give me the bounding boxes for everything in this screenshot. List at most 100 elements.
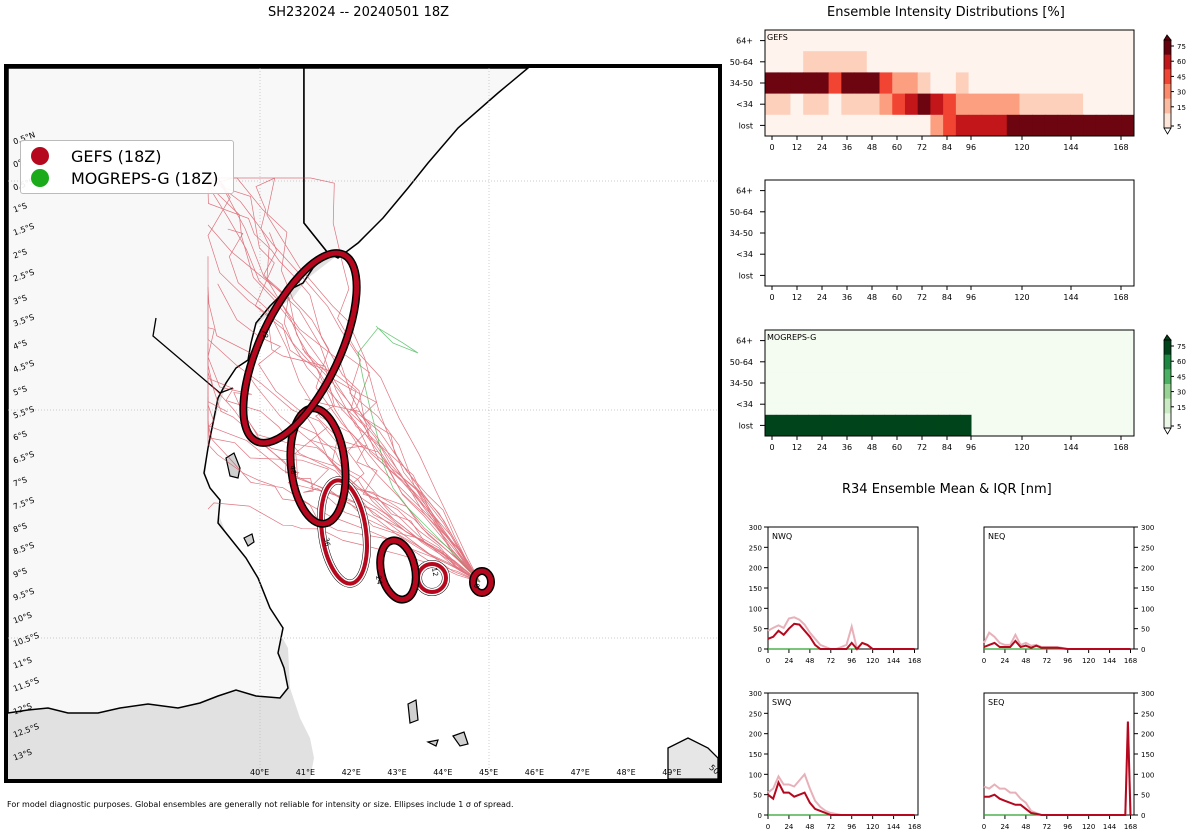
heatmap-xtick-label: 24 — [817, 143, 827, 152]
heatmap-cell — [904, 51, 919, 73]
heatmap-cell — [968, 93, 982, 116]
r34-xtick-label: 72 — [1042, 823, 1051, 831]
ensemble-track — [207, 401, 481, 583]
r34-ytick-label: 0 — [758, 646, 762, 654]
heatmap-cell — [1019, 51, 1033, 73]
heatmap-cell — [808, 414, 820, 437]
heatmap-row-label: <34 — [736, 400, 753, 409]
heatmap-cell — [765, 414, 777, 437]
heatmap-cell — [862, 393, 874, 416]
heatmap-row-label: 64+ — [736, 187, 753, 196]
heatmap-cell — [1057, 93, 1071, 116]
heatmap-cell — [1032, 72, 1046, 95]
heatmap-panel: 64+ 50-64 34-50 <34 lost 0 12 24 36 48 60 72 84 96 120… — [730, 179, 1135, 302]
heatmap-cell — [765, 393, 777, 416]
heatmap-cell — [1121, 72, 1135, 95]
heatmap-cell — [960, 414, 972, 437]
map-canvas: 0 12 24 36 48 72 — [8, 68, 718, 779]
heatmap-cell — [873, 330, 885, 352]
r34-xtick-label: 96 — [1063, 823, 1072, 831]
heatmap-xtick-label: 72 — [917, 293, 927, 302]
heatmap-cell — [803, 93, 817, 116]
r34-ytick-label: 150 — [749, 751, 762, 759]
heatmap-xtick-label: 96 — [966, 293, 976, 302]
heatmap-cell — [841, 72, 855, 95]
intensity-title: Ensemble Intensity Distributions [%] — [827, 5, 1065, 20]
r34-ytick-label: 150 — [1141, 585, 1154, 593]
heatmap-cell — [1057, 72, 1071, 95]
heatmap-cell — [955, 114, 970, 137]
r34-panel-label: SWQ — [772, 698, 791, 707]
heatmap-cell — [1044, 114, 1059, 137]
r34-mean-line — [767, 622, 915, 651]
heatmap-cell — [960, 330, 972, 352]
land-madagascar — [667, 737, 718, 779]
r34-xtick-label: 168 — [908, 657, 921, 665]
heatmap-cell — [808, 330, 820, 352]
heatmap-cell — [1006, 114, 1020, 137]
r34-xtick-label: 24 — [784, 657, 793, 665]
island-comoros — [407, 699, 419, 724]
heatmap-cell — [815, 93, 830, 116]
heatmap-xtick-label: 36 — [842, 143, 852, 152]
heatmap-cell — [1095, 114, 1110, 137]
heatmap-cell — [895, 372, 907, 395]
heatmap-cell — [840, 372, 853, 395]
colorbar-segment — [1164, 369, 1171, 385]
heatmap-cell — [840, 351, 853, 373]
heatmap-cell — [955, 72, 970, 95]
uncertainty-ellipse — [471, 569, 493, 595]
heatmap-row-label: lost — [739, 421, 753, 430]
r34-panel: 0 50 100 150 200 250 300 0 24 48 72 96 120 144 168 NWQ — [749, 524, 922, 665]
heatmap-cell — [851, 414, 864, 437]
heatmap-cell — [1044, 72, 1059, 95]
heatmap-cell — [968, 72, 982, 95]
heatmap-cell — [815, 114, 830, 137]
r34-xtick-label: 72 — [1042, 657, 1051, 665]
heatmap-cell — [1108, 51, 1122, 73]
r34-xtick-label: 120 — [866, 657, 879, 665]
heatmap-cell — [854, 114, 868, 137]
heatmap-cell — [930, 93, 944, 116]
heatmap-cell — [938, 414, 950, 437]
heatmap-cell — [943, 114, 957, 137]
colorbar-segment — [1164, 113, 1171, 129]
heatmap-cell — [841, 114, 855, 137]
heatmap-row-label: 64+ — [736, 337, 753, 346]
heatmap-cell — [790, 93, 804, 116]
heatmap-cell — [884, 372, 896, 395]
heatmap-frame — [764, 29, 1135, 137]
r34-ytick-label: 200 — [1141, 565, 1154, 573]
heatmap-cell — [854, 72, 868, 95]
heatmap-cell — [905, 372, 918, 395]
heatmap-cell — [981, 72, 995, 95]
heatmap-cell — [790, 114, 804, 137]
heatmap-cell — [895, 414, 907, 437]
r34-ytick-label: 300 — [749, 690, 762, 698]
heatmap-cell — [949, 351, 961, 373]
heatmap-cell — [851, 351, 864, 373]
r34-ytick-label: 100 — [749, 605, 762, 613]
heatmap-cell — [797, 330, 809, 352]
heatmap-cell — [775, 393, 788, 416]
r34-xtick-label: 120 — [1082, 657, 1095, 665]
heatmap-xtick-label: 168 — [1113, 443, 1128, 452]
r34-ytick-label: 0 — [1141, 646, 1145, 654]
heatmap-cell — [884, 393, 896, 416]
ensemble-track — [207, 358, 481, 583]
heatmap-cell — [841, 51, 855, 73]
colorbar-segment — [1164, 413, 1171, 429]
colorbar-segment — [1164, 340, 1171, 356]
heatmap-row-label: 50-64 — [730, 58, 753, 67]
heatmap-row-label: lost — [739, 271, 753, 280]
r34-xtick-label: 48 — [805, 823, 814, 831]
heatmap-cell — [955, 93, 970, 116]
mogreps-track — [357, 325, 481, 583]
heatmap-cell — [777, 114, 791, 137]
heatmap-frame — [764, 329, 1135, 437]
heatmap-xtick-label: 120 — [1014, 293, 1029, 302]
r34-xtick-label: 24 — [784, 823, 793, 831]
heatmap-cell — [808, 372, 820, 395]
